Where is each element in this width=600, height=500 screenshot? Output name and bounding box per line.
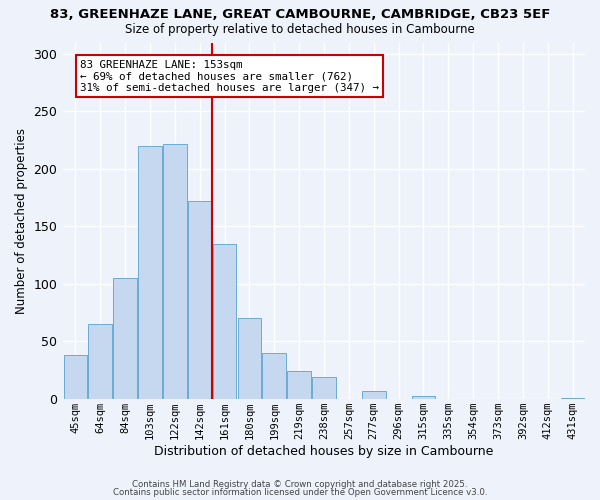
Text: 83 GREENHAZE LANE: 153sqm
← 69% of detached houses are smaller (762)
31% of semi: 83 GREENHAZE LANE: 153sqm ← 69% of detac… [80, 60, 379, 93]
Bar [213, 244, 236, 398]
Bar [188, 201, 212, 398]
Bar [88, 324, 112, 398]
Bar [287, 371, 311, 398]
X-axis label: Distribution of detached houses by size in Cambourne: Distribution of detached houses by size … [154, 444, 494, 458]
Bar [238, 318, 261, 398]
Y-axis label: Number of detached properties: Number of detached properties [15, 128, 28, 314]
Bar [113, 278, 137, 398]
Bar [412, 396, 435, 398]
Text: Contains public sector information licensed under the Open Government Licence v3: Contains public sector information licen… [113, 488, 487, 497]
Bar [64, 355, 87, 399]
Text: 83, GREENHAZE LANE, GREAT CAMBOURNE, CAMBRIDGE, CB23 5EF: 83, GREENHAZE LANE, GREAT CAMBOURNE, CAM… [50, 8, 550, 20]
Bar [312, 377, 336, 398]
Text: Contains HM Land Registry data © Crown copyright and database right 2025.: Contains HM Land Registry data © Crown c… [132, 480, 468, 489]
Bar [138, 146, 162, 399]
Text: Size of property relative to detached houses in Cambourne: Size of property relative to detached ho… [125, 22, 475, 36]
Bar [362, 390, 386, 398]
Bar [163, 144, 187, 398]
Bar [262, 352, 286, 399]
